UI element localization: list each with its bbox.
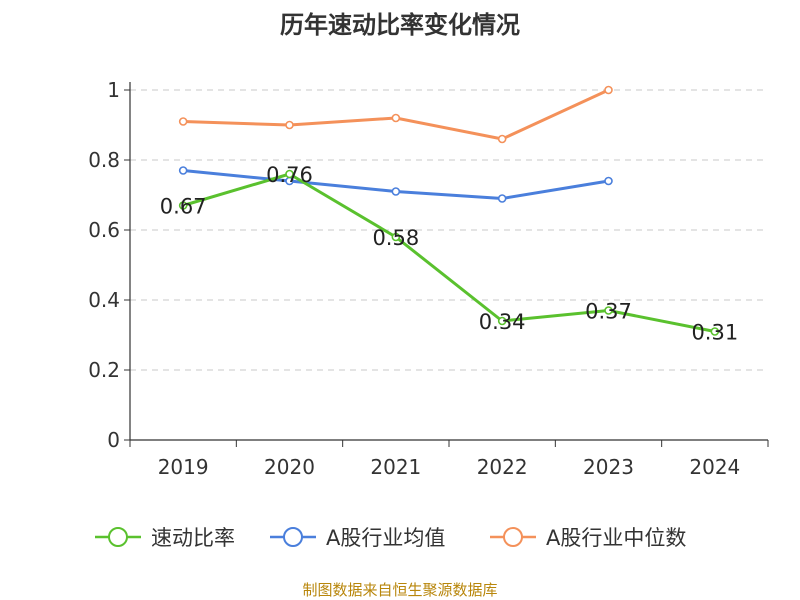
y-tick-label: 0.4 xyxy=(88,288,120,312)
data-label: 0.76 xyxy=(266,163,313,187)
data-point xyxy=(710,327,720,336)
y-tick-label: 0 xyxy=(107,428,120,452)
legend-label: 速动比率 xyxy=(151,526,235,550)
chart-title: 历年速动比率变化情况 xyxy=(280,11,520,39)
legend-marker xyxy=(283,527,303,547)
series: 0.67 0.76 0.58 0.34 0.37 0.31 xyxy=(160,85,738,345)
series-1 xyxy=(178,166,613,203)
x-tick-label: 2021 xyxy=(370,455,421,479)
series-2 xyxy=(178,85,613,144)
data-label: 0.67 xyxy=(160,195,207,219)
legend-marker xyxy=(108,527,128,547)
legend-label: A股行业中位数 xyxy=(546,526,686,550)
data-point xyxy=(178,166,188,175)
data-label: 0.31 xyxy=(691,321,738,345)
data-point xyxy=(604,306,613,315)
x-tick-label: 2023 xyxy=(583,455,634,479)
legend-label: A股行业均值 xyxy=(326,526,445,550)
data-point xyxy=(497,194,507,203)
data-point xyxy=(285,120,294,130)
data-point xyxy=(391,187,401,196)
data-label: 0.58 xyxy=(372,226,419,250)
legend-item-1[interactable]: A股行业均值 xyxy=(270,526,445,550)
axes: 0 0.2 0.4 0.6 0.8 1 2019 2020 2021 2022 2023 2024 xyxy=(88,78,769,479)
grid xyxy=(130,89,768,371)
legend-marker xyxy=(503,527,523,547)
y-tick-label: 0.2 xyxy=(88,358,120,382)
x-tick-label: 2024 xyxy=(689,455,740,479)
series-0: 0.67 0.76 0.58 0.34 0.37 0.31 xyxy=(160,163,738,345)
data-point xyxy=(285,169,294,179)
data-point xyxy=(497,134,507,144)
series-line xyxy=(182,172,716,333)
data-point xyxy=(178,201,188,210)
legend-item-0[interactable]: 速动比率 xyxy=(95,526,235,550)
data-point xyxy=(178,117,188,126)
data-point xyxy=(604,176,613,186)
legend-item-2[interactable]: A股行业中位数 xyxy=(490,526,686,550)
data-point xyxy=(391,113,401,123)
data-label: 0.34 xyxy=(479,310,526,334)
legend[interactable]: 速动比率 A股行业均值 A股行业中位数 xyxy=(95,526,686,550)
x-tick-label: 2019 xyxy=(158,455,209,479)
data-point xyxy=(604,85,613,95)
data-label: 0.37 xyxy=(585,300,632,324)
y-tick-label: 0.8 xyxy=(88,148,120,172)
y-tick-label: 0.6 xyxy=(88,218,120,242)
data-point xyxy=(497,316,507,326)
y-tick-label: 1 xyxy=(107,78,120,102)
x-tick-label: 2020 xyxy=(264,455,315,479)
data-point xyxy=(391,232,401,242)
source-note: 制图数据来自恒生聚源数据库 xyxy=(302,581,497,599)
x-tick-label: 2022 xyxy=(477,455,528,479)
